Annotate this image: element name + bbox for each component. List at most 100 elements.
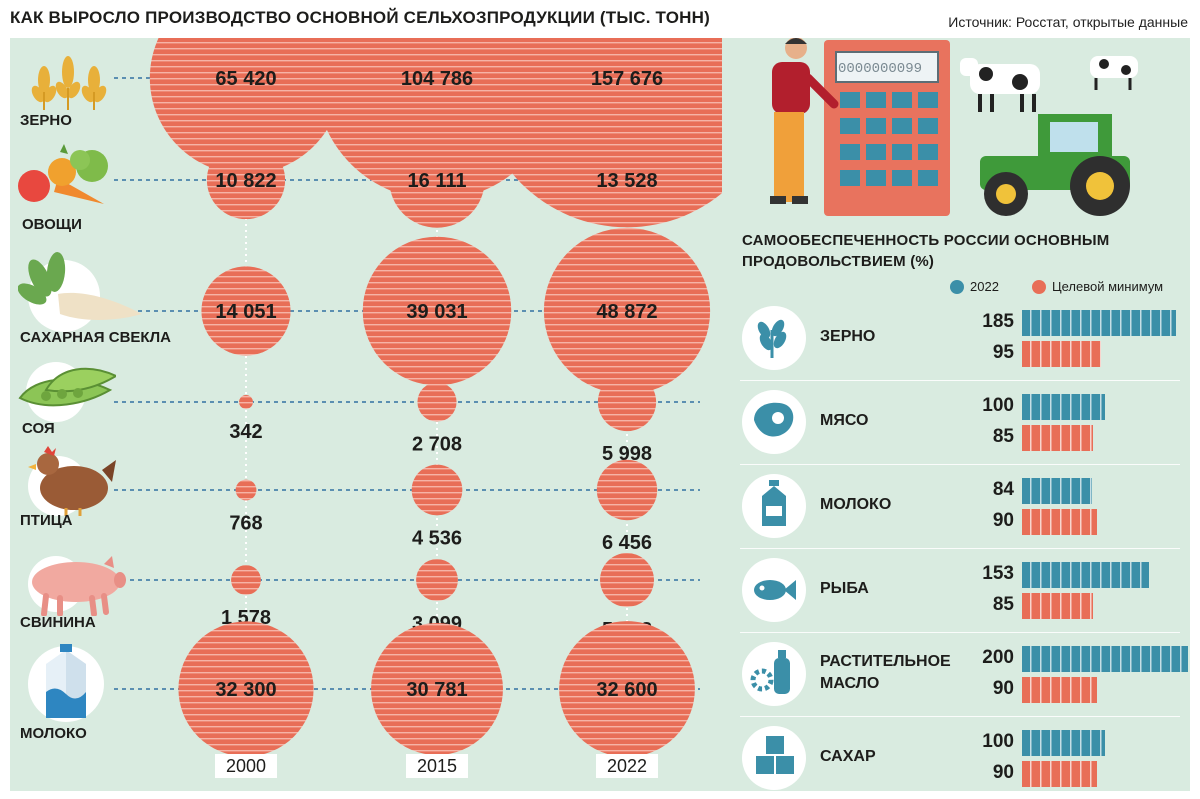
meat-icon [742, 390, 806, 454]
bar-2022 [1022, 310, 1176, 336]
bubble-2022 [543, 227, 711, 395]
row-separator [740, 716, 1180, 717]
bar-2022 [1022, 478, 1092, 504]
bubble-value-label: 32 600 [596, 679, 657, 701]
bubble-value-label: 4 536 [412, 527, 462, 549]
bubble-value-label: 2 708 [412, 434, 462, 456]
bubble-2000 [206, 140, 286, 220]
bubble-2000 [239, 395, 253, 409]
legend-label-target: Целевой минимум [1052, 279, 1164, 294]
bar-2022-value: 84 [992, 479, 1014, 500]
bar-2022 [1022, 646, 1188, 672]
calculator-display: 0000000099 [838, 61, 922, 77]
calculator-keys [840, 92, 938, 186]
bar-target [1022, 677, 1097, 703]
tractor-icon [980, 114, 1130, 216]
self-row-label: МЯСО [820, 412, 869, 429]
self-sufficiency-panel: 0000000099 САМООБЕСПЕЧЕННОСТЬ РОССИИ ОСН… [722, 38, 1190, 791]
row-separator [740, 464, 1180, 465]
bar-2022-value: 153 [982, 563, 1014, 584]
bar-2022-value: 100 [982, 395, 1014, 416]
self-sufficiency-title: САМООБЕСПЕЧЕННОСТЬ РОССИИ ОСНОВНЫМ ПРОДО… [742, 232, 1110, 270]
bubble-value-label: 14 051 [215, 301, 276, 323]
bubble-value-label: 39 031 [406, 301, 467, 323]
bubble-value-label: 342 [229, 421, 262, 443]
bubble-2022 [583, 136, 671, 224]
label-poultry: ПТИЦА [20, 512, 73, 529]
year-2015: 2015 [406, 754, 468, 778]
legend-dot-2022 [950, 279, 964, 294]
bubble-2022 [559, 621, 695, 757]
bar-target-value: 85 [992, 426, 1014, 447]
self-row-label: РЫБА [820, 580, 869, 597]
bubble-2000 [178, 621, 314, 757]
bar-2022-value: 185 [982, 311, 1014, 332]
bubble-2022 [596, 459, 658, 521]
bar-2022 [1022, 730, 1105, 756]
bar-target [1022, 341, 1101, 367]
bubble-value-label: 65 420 [215, 68, 276, 90]
bar-target [1022, 593, 1093, 619]
label-pork: СВИНИНА [20, 614, 96, 631]
self-row-label: САХАР [820, 748, 876, 765]
legend-label-2022: 2022 [970, 279, 999, 294]
row-separator [740, 380, 1180, 381]
label-vegetables: ОВОЩИ [22, 216, 82, 233]
legend-dot-target [1032, 279, 1046, 294]
vegetables-icon [18, 144, 108, 204]
bubble-2000 [201, 266, 291, 356]
farm-illustration: 0000000099 [770, 38, 1138, 216]
self-sufficiency-bar-chart [1022, 310, 1188, 787]
legend-2022: 2022 [950, 279, 999, 294]
bubble-value-label: 30 781 [406, 679, 467, 701]
bubble-2000 [235, 479, 257, 501]
bar-target-value: 95 [992, 342, 1014, 363]
chicken-icon [28, 446, 116, 516]
bar-2022-value: 100 [982, 731, 1014, 752]
bubble-value-label: 48 872 [596, 301, 657, 323]
production-bubble-chart: 65 420 104 786 157 676 10 822 16 111 13 528 14… [114, 38, 722, 757]
bar-target [1022, 761, 1097, 787]
label-grain: ЗЕРНО [20, 112, 72, 129]
bubble-2022 [600, 553, 654, 607]
bubble-value-label: 768 [229, 512, 262, 534]
self-row-label: ЗЕРНО [820, 328, 876, 345]
bubble-2000 [149, 38, 343, 175]
sugar-cubes-icon [742, 726, 806, 790]
bar-2022-value: 200 [982, 647, 1014, 668]
wheat-icon [742, 306, 806, 370]
bar-target [1022, 509, 1097, 535]
legend-target: Целевой минимум [1032, 279, 1163, 294]
bubble-2015 [411, 464, 463, 516]
bubble-2015 [389, 132, 485, 228]
bar-target-value: 90 [992, 762, 1014, 783]
cow-icon [1090, 56, 1138, 90]
bar-target-value: 90 [992, 510, 1014, 531]
bubble-2022 [597, 372, 657, 432]
bubble-value-label: 5 998 [602, 443, 652, 465]
bar-target [1022, 425, 1093, 451]
soybean-icon [18, 362, 116, 422]
pig-icon [28, 556, 126, 616]
bar-2022 [1022, 394, 1105, 420]
source-note: Источник: Росстат, открытые данные [948, 14, 1188, 30]
bubble-value-label: 10 822 [215, 170, 276, 192]
row-separator [740, 548, 1180, 549]
fish-icon [742, 558, 806, 622]
bar-2022 [1022, 562, 1149, 588]
milk-carton-icon [742, 474, 806, 538]
milk-carton-icon [28, 644, 104, 722]
page-title: КАК ВЫРОСЛО ПРОИЗВОДСТВО ОСНОВНОЙ СЕЛЬХО… [10, 8, 710, 27]
bubble-value-label: 16 111 [408, 170, 467, 192]
wheat-icon [31, 56, 107, 110]
self-row-label: РАСТИТЕЛЬНОЕ МАСЛО [820, 653, 951, 692]
bubble-2015 [362, 236, 512, 386]
cow-icon [960, 58, 1040, 112]
bubble-2015 [371, 623, 503, 755]
self-row-label: МОЛОКО [820, 496, 892, 513]
bubble-value-label: 6 456 [602, 532, 652, 554]
label-soy: СОЯ [22, 420, 55, 437]
bubble-value-label: 13 528 [596, 170, 657, 192]
oil-bottle-icon [742, 642, 806, 706]
bubble-2015 [416, 559, 458, 601]
